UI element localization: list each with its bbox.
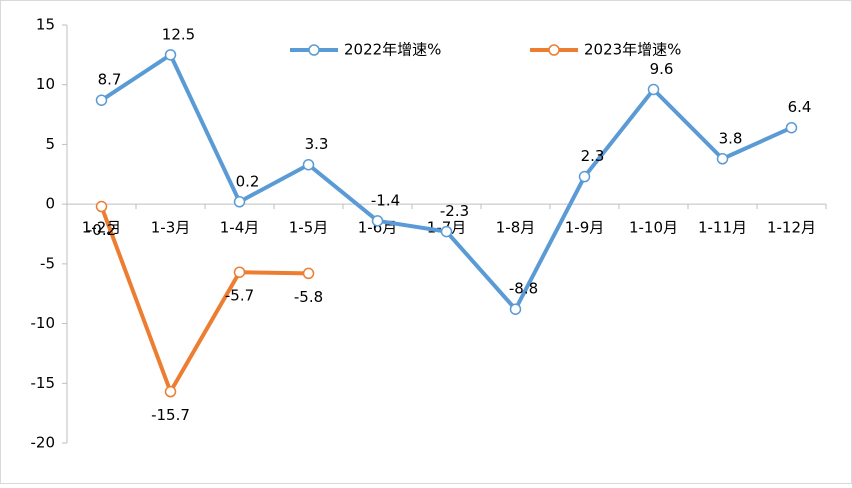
legend-marker [548, 44, 560, 56]
x-tick-label: 1-12月 [767, 219, 816, 237]
data-label: -1.4 [371, 191, 400, 209]
x-tick-label: 1-11月 [698, 219, 747, 237]
data-label: -15.7 [151, 406, 190, 424]
data-label: -5.7 [225, 287, 254, 305]
point [302, 158, 315, 171]
x-tick-label: 1-8月 [496, 219, 536, 237]
y-tick-label: 5 [45, 135, 55, 153]
x-tick-label: 1-10月 [629, 219, 678, 237]
point [302, 267, 315, 280]
y-tick-label: -5 [40, 254, 55, 272]
point [95, 200, 108, 213]
legend-marker [308, 44, 320, 56]
point [578, 170, 591, 183]
point [371, 215, 384, 227]
point [164, 49, 177, 61]
data-label: 9.6 [650, 60, 674, 78]
data-label: 8.7 [98, 71, 122, 89]
point [647, 83, 660, 96]
x-tick-label: 1-3月 [151, 219, 191, 237]
y-tick-label: 0 [45, 195, 55, 213]
point [233, 266, 246, 278]
point [716, 153, 729, 165]
data-label: 3.8 [719, 129, 743, 147]
point [233, 196, 246, 208]
point [785, 121, 798, 134]
point [164, 385, 177, 398]
legend-label: 2023年增速% [584, 41, 681, 59]
data-label: 2.3 [581, 147, 605, 165]
data-label: 3.3 [305, 135, 329, 153]
data-label: 6.4 [788, 98, 812, 116]
point [440, 225, 453, 238]
y-tick-label: -10 [31, 314, 56, 332]
x-tick-label: 1-9月 [565, 219, 605, 237]
y-tick-label: -15 [31, 374, 56, 392]
y-tick-label: 10 [36, 75, 55, 93]
data-label: -2.3 [440, 202, 469, 220]
x-tick-label: 1-5月 [289, 219, 329, 237]
point [509, 303, 522, 315]
x-tick-label: 1-4月 [220, 219, 260, 237]
series-line [99, 205, 309, 394]
y-tick-label: -20 [31, 434, 56, 452]
data-label: -8.8 [509, 280, 538, 298]
point [95, 94, 108, 106]
data-label: 12.5 [162, 25, 195, 43]
legend-label: 2022年增速% [344, 41, 441, 59]
data-label: -0.2 [87, 221, 116, 239]
y-tick-label: 15 [36, 16, 55, 34]
data-label: -5.8 [294, 288, 323, 306]
data-label: 0.2 [236, 172, 260, 190]
